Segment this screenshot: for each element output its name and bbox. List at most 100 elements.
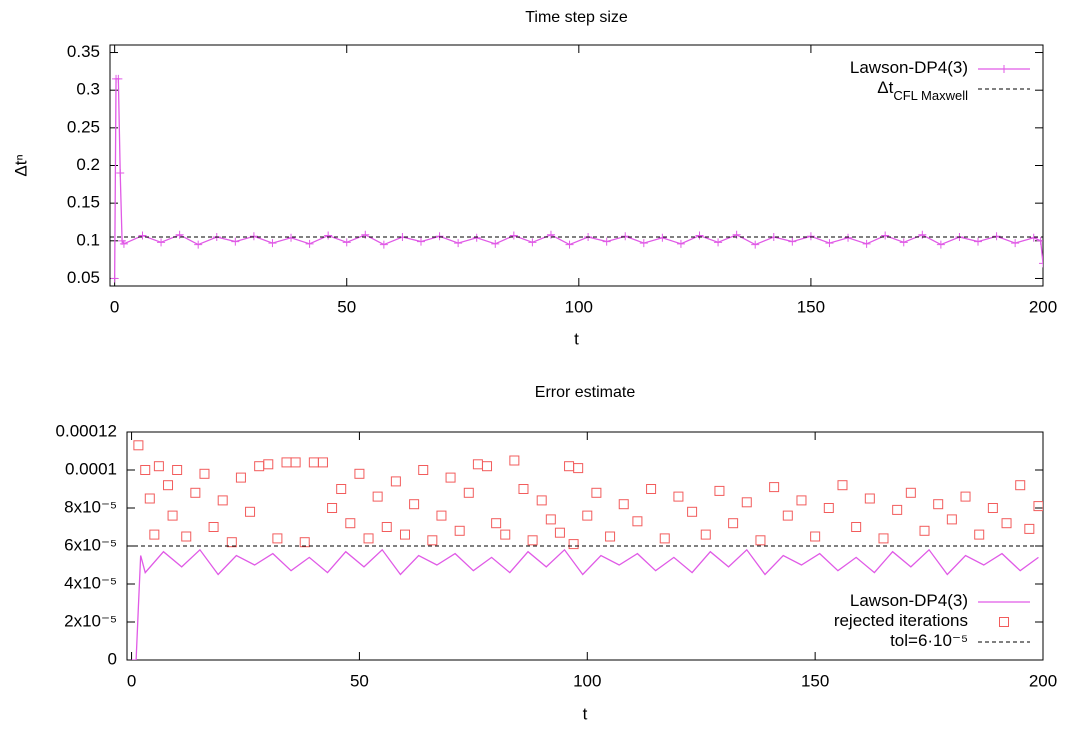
data-point (194, 240, 203, 249)
x-tick-label: 200 (1029, 671, 1057, 690)
legend-label-sub: CFL Maxwell (893, 88, 968, 103)
data-point (564, 461, 575, 472)
data-point (919, 525, 930, 536)
data-point (700, 529, 711, 540)
data-point (418, 465, 429, 475)
y-tick-label: 0.2 (76, 155, 100, 174)
data-point (621, 232, 630, 241)
data-point (235, 472, 246, 483)
data-point (632, 516, 643, 527)
data-point (1001, 518, 1012, 529)
data-point (381, 522, 392, 532)
data-point (751, 240, 760, 249)
data-point (268, 239, 277, 248)
data-point (676, 239, 685, 248)
data-point (114, 74, 123, 83)
data-point (536, 495, 547, 506)
x-tick-label: 50 (337, 297, 356, 316)
data-point (163, 480, 174, 491)
data-point (582, 510, 593, 521)
x-axis-label: t (583, 704, 588, 723)
data-point (518, 484, 529, 494)
data-point (363, 533, 374, 544)
data-line (113, 78, 1043, 279)
data-point (361, 230, 370, 239)
data-point (1036, 236, 1043, 245)
data-point (390, 476, 401, 487)
data-point (245, 506, 256, 517)
data-line (131, 548, 1039, 660)
data-point (605, 531, 616, 542)
data-point (454, 525, 465, 536)
y-tick-label: 0.05 (67, 268, 100, 287)
data-point (527, 535, 538, 546)
data-point (463, 487, 474, 498)
data-point (144, 493, 155, 504)
data-point (472, 459, 483, 470)
data-point (208, 522, 219, 532)
data-point (181, 531, 192, 542)
data-point (1039, 259, 1043, 268)
data-point (226, 537, 237, 548)
data-point (149, 529, 160, 540)
data-point (190, 487, 201, 498)
data-point (565, 240, 574, 249)
y-tick-label: 0.1 (76, 230, 100, 249)
x-tick-label: 200 (1029, 297, 1057, 316)
data-point (138, 231, 147, 240)
data-point (659, 533, 670, 544)
y-tick-label: 0.0001 (65, 459, 117, 478)
data-point (217, 495, 228, 506)
data-point (435, 232, 444, 241)
y-tick-label: 0.35 (67, 42, 100, 61)
data-point (755, 535, 766, 546)
data-point (881, 231, 890, 240)
data-point (336, 484, 347, 494)
data-point (823, 503, 834, 513)
legend-label: Lawson-DP4(3) (850, 58, 968, 77)
x-tick-label: 0 (110, 297, 119, 316)
legend-swatch (999, 617, 1009, 627)
chart-title: Time step size (525, 9, 628, 26)
data-point (782, 510, 793, 521)
data-point (933, 499, 944, 510)
y-tick-label: 0.15 (67, 193, 100, 212)
data-point (618, 499, 629, 510)
data-point (673, 491, 684, 502)
x-tick-label: 100 (573, 671, 601, 690)
data-point (892, 504, 903, 515)
data-point (1029, 233, 1038, 242)
x-tick-label: 150 (797, 297, 825, 316)
y-axis-label: Δtⁿ (11, 154, 30, 176)
data-point (308, 457, 319, 468)
data-point (491, 518, 502, 529)
data-point (167, 510, 178, 521)
data-point (741, 497, 752, 508)
data-point (409, 499, 420, 510)
legend-label: tol=6·10⁻⁵ (890, 631, 968, 650)
data-point (305, 239, 314, 248)
legend-label-main: tol=6·10⁻⁵ (890, 631, 968, 650)
data-point (172, 465, 183, 475)
data-point (299, 537, 310, 548)
data-point (290, 457, 301, 468)
data-point (905, 487, 916, 498)
data-point (806, 232, 815, 241)
data-point (249, 232, 258, 241)
data-point (119, 239, 128, 248)
data-point (231, 237, 240, 246)
chart-title: Error estimate (535, 384, 636, 401)
data-point (554, 527, 565, 538)
y-tick-label: 8x10⁻⁵ (64, 497, 117, 516)
data-point (545, 514, 556, 525)
data-point (427, 535, 438, 546)
data-point (254, 461, 265, 472)
x-tick-label: 0 (127, 671, 136, 690)
data-point (687, 506, 698, 517)
data-point (324, 231, 333, 240)
data-point (974, 237, 983, 246)
data-point (157, 238, 166, 247)
data-point (445, 472, 456, 483)
data-point (862, 239, 871, 248)
